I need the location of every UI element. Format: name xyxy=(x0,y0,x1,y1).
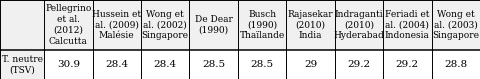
Text: Feriadi et
al. (2004)
Indonesia: Feriadi et al. (2004) Indonesia xyxy=(385,10,430,40)
Text: Wong et
al. (2003)
Singapore: Wong et al. (2003) Singapore xyxy=(432,10,480,40)
Text: De Dear
(1990): De Dear (1990) xyxy=(195,15,233,35)
Text: 30.9: 30.9 xyxy=(57,60,80,69)
Text: 29: 29 xyxy=(304,60,317,69)
Text: Wong et
al. (2002)
Singapore: Wong et al. (2002) Singapore xyxy=(142,10,189,40)
Bar xyxy=(0,0,480,50)
Text: Hussein et
al. (2009)
Malésie: Hussein et al. (2009) Malésie xyxy=(92,10,142,40)
Text: 28.4: 28.4 xyxy=(154,60,177,69)
Text: T. neutre
(TSV): T. neutre (TSV) xyxy=(1,55,43,74)
Text: 28.4: 28.4 xyxy=(105,60,128,69)
Text: Indraganti
(2010)
Hyderabad: Indraganti (2010) Hyderabad xyxy=(334,10,384,40)
Bar xyxy=(0,50,480,79)
Text: Busch
(1990)
Thaïlande: Busch (1990) Thaïlande xyxy=(240,10,285,40)
Text: Pellegrino
et al.
(2012)
Calcutta: Pellegrino et al. (2012) Calcutta xyxy=(45,4,92,46)
Text: 29.2: 29.2 xyxy=(348,60,371,69)
Text: 28.5: 28.5 xyxy=(202,60,225,69)
Text: 29.2: 29.2 xyxy=(396,60,419,69)
Bar xyxy=(0,50,44,79)
Text: 28.8: 28.8 xyxy=(444,60,468,69)
Text: Rajasekar
(2010)
India: Rajasekar (2010) India xyxy=(288,10,333,40)
Text: 28.5: 28.5 xyxy=(251,60,274,69)
